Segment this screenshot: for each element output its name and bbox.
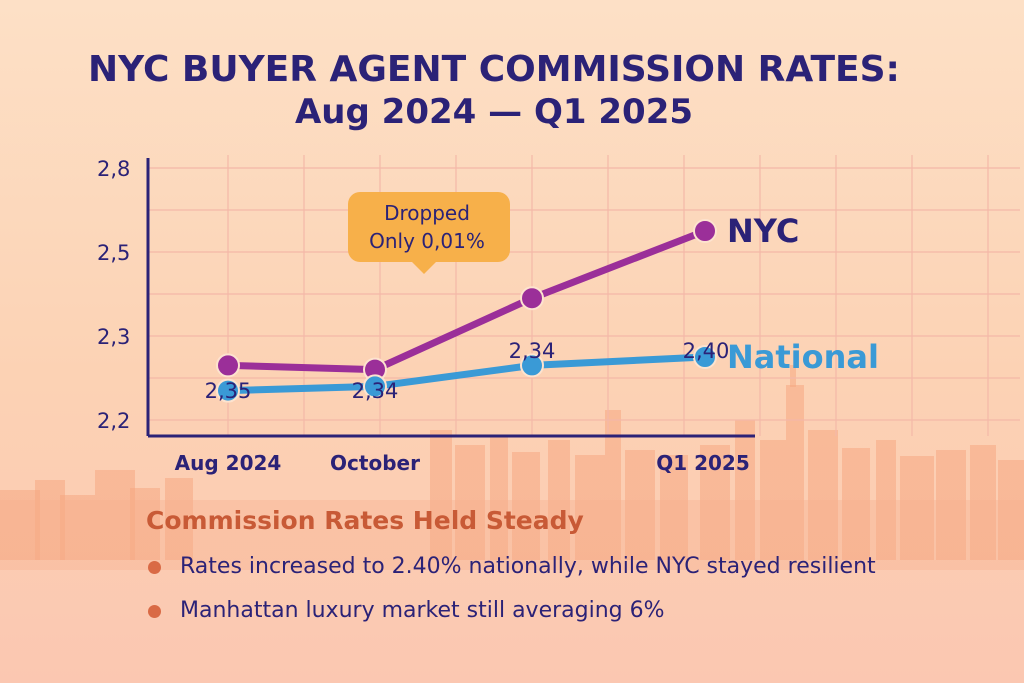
skyline-base (0, 500, 1024, 570)
chart-title-line-2: Aug 2024 — Q1 2025 (294, 91, 694, 132)
annotation-text: Only 0,01% (369, 229, 485, 253)
data-value-label: 2,34 (509, 339, 556, 363)
summary-bullets: Rates increased to 2.40% nationally, whi… (146, 550, 876, 638)
skyline-building (936, 450, 966, 560)
skyline-building (512, 452, 540, 560)
series-line-nyc (224, 227, 709, 374)
series-line-national (224, 353, 709, 395)
annotation-callout (348, 192, 510, 274)
skyline-building (548, 440, 570, 560)
skyline-building (876, 440, 896, 560)
skyline-building (625, 450, 655, 560)
data-value-label: 2,40 (683, 339, 730, 363)
summary-bullet-text: Rates increased to 2.40% nationally, whi… (180, 554, 876, 579)
data-point-national (363, 374, 387, 399)
drop-annotation: Dropped Only 0,01% (348, 192, 510, 274)
chart-grid (148, 155, 1020, 436)
bullet-dot-icon (148, 561, 161, 574)
y-tick-label: 2,2 (97, 409, 130, 433)
skyline-building (95, 470, 135, 560)
x-tick-label: October (330, 451, 420, 475)
y-axis-tick-labels: 2,8 2,5 2,3 2,2 (97, 157, 130, 433)
data-point-national (520, 353, 544, 378)
x-tick-label: Q1 2025 (656, 451, 750, 475)
bullet-dot-icon (148, 605, 161, 618)
skyline-building (842, 448, 870, 560)
summary-bullet: Manhattan luxury market still averaging … (146, 594, 876, 638)
summary-headline: Commission Rates Held Steady (146, 506, 584, 535)
skyline-building (735, 420, 755, 560)
city-skyline-backdrop (0, 365, 1024, 570)
annotation-text: Dropped (384, 201, 470, 225)
summary-bullet: Rates increased to 2.40% nationally, whi… (146, 550, 876, 594)
series-name-label: NYC (727, 212, 799, 250)
data-point-nyc (693, 219, 717, 243)
data-point-nyc (520, 286, 544, 311)
skyline-building (900, 456, 934, 560)
skyline-building (808, 430, 838, 560)
y-tick-label: 2,5 (97, 241, 130, 265)
skyline-building (430, 430, 452, 560)
chart-title-line-1: NYC BUYER AGENT COMMISSION RATES: (88, 49, 900, 90)
y-tick-label: 2,8 (97, 157, 130, 181)
skyline-spire (790, 365, 796, 387)
skyline-building (455, 445, 485, 560)
skyline-building (970, 445, 996, 560)
data-point-national (216, 378, 240, 403)
data-point-national (693, 345, 717, 369)
skyline-building (130, 488, 160, 560)
data-value-label: 2,34 (352, 379, 399, 403)
y-tick-label: 2,3 (97, 325, 130, 349)
data-point-nyc (216, 353, 240, 378)
series-name-label: National (727, 338, 879, 376)
chart-title: NYC BUYER AGENT COMMISSION RATES: Aug 20… (0, 48, 988, 133)
skyline-building (760, 440, 786, 560)
skyline-building (660, 455, 688, 560)
skyline-building (575, 455, 605, 560)
summary-bullet-text: Manhattan luxury market still averaging … (180, 598, 665, 623)
skyline-building (700, 445, 730, 560)
data-value-label: 2,35 (205, 379, 252, 403)
skyline-building (60, 495, 95, 560)
skyline-building (786, 385, 804, 560)
skyline-building (605, 410, 621, 560)
x-axis-tick-labels: Aug 2024 October Q1 2025 (175, 451, 750, 475)
x-tick-label: Aug 2024 (175, 451, 282, 475)
skyline-building (165, 478, 193, 560)
skyline-building (998, 460, 1024, 560)
skyline-building (0, 490, 40, 560)
chart-series: NYC National 2,35 2,34 2,34 2,40 (205, 212, 879, 403)
skyline-building (490, 435, 508, 560)
chart-axes (146, 158, 755, 438)
